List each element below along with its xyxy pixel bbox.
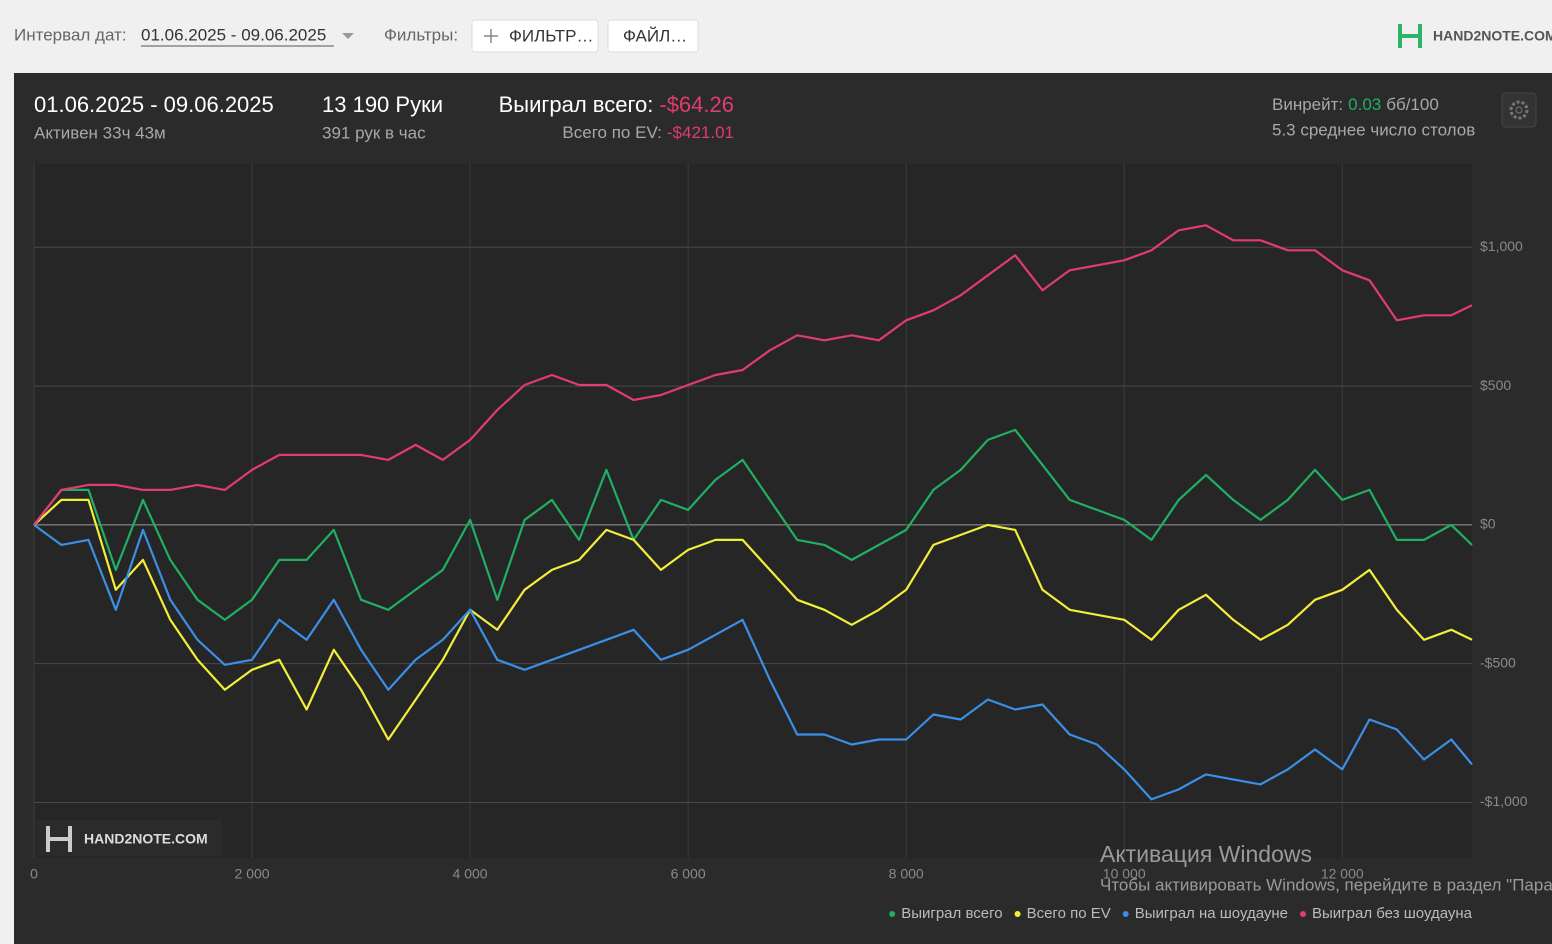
x-tick-label: 12 000 <box>1321 866 1364 882</box>
label: Выиграл всего: <box>499 92 654 117</box>
y-tick-label: $500 <box>1480 377 1511 393</box>
unit: бб/100 <box>1386 95 1439 114</box>
gear-icon <box>1509 100 1529 120</box>
series-line <box>33 224 1473 526</box>
won-total: Выиграл всего: -$64.26 <box>499 92 734 117</box>
legend-swatch <box>889 911 896 917</box>
plot-area <box>34 164 1472 858</box>
label: Всего по EV: <box>562 123 661 142</box>
value: -$421.01 <box>667 123 734 142</box>
legend-swatch <box>1300 911 1307 917</box>
legend-swatch <box>1014 911 1021 917</box>
filter-button[interactable] <box>471 19 599 53</box>
date-range-picker[interactable]: 01.06.2025 - 09.06.2025 <box>141 25 326 44</box>
file-button[interactable] <box>607 19 699 53</box>
hands-per-hour: 391 рук в час <box>322 123 426 142</box>
legend-label: Выиграл на шоудауне <box>1135 905 1288 922</box>
os-notice-text: Чтобы активировать Windows, перейдите в … <box>1100 875 1552 894</box>
summary-date: 01.06.2025 - 09.06.2025 <box>34 92 274 117</box>
date-label: Интервал дат: <box>14 25 127 44</box>
watermark: HAND2NOTE.COM <box>84 831 208 847</box>
label: Винрейт: <box>1272 95 1343 114</box>
x-tick-label: 2 000 <box>235 866 270 882</box>
series-line <box>33 498 1473 741</box>
settings-button[interactable] <box>1501 92 1537 128</box>
y-tick-label: -$1,000 <box>1480 793 1528 809</box>
os-notice-title: Активация Windows <box>1100 841 1312 867</box>
legend-label: Всего по EV <box>1027 905 1111 922</box>
logo: HAND2NOTE.COM <box>1433 28 1552 44</box>
file-button-text[interactable]: ФАЙЛ… <box>623 26 687 45</box>
plus-icon <box>484 29 498 43</box>
active-time: Активен 33ч 43м <box>34 123 166 142</box>
series-line <box>33 428 1473 621</box>
toolbar <box>0 0 1552 73</box>
y-tick-label: $0 <box>1480 516 1496 532</box>
value: 0.03 <box>1348 95 1381 114</box>
watermark-icon <box>46 826 72 852</box>
ev-total: Всего по EV: -$421.01 <box>562 123 734 142</box>
x-tick-label: 10 000 <box>1103 866 1146 882</box>
x-tick-label: 4 000 <box>453 866 488 882</box>
grid: -$1,000 -$500 $0 $500 $1,000 0 2 000 4 000 6 000… <box>30 164 1528 882</box>
winrate: Винрейт: 0.03 бб/100 <box>1272 95 1439 114</box>
avg-tables: 5.3 среднее число столов <box>1272 120 1475 139</box>
y-tick-label: -$500 <box>1480 654 1516 670</box>
logo-icon <box>1398 24 1422 48</box>
legend: Выиграл без шоудауна Выиграл на шоудауне В… <box>889 905 1473 922</box>
hands: 13 190 Руки <box>322 92 443 117</box>
lines <box>33 224 1473 801</box>
x-tick-label: 6 000 <box>671 866 706 882</box>
filters-label: Фильтры: <box>384 25 458 44</box>
series-line <box>33 524 1473 801</box>
legend-swatch <box>1122 911 1129 917</box>
legend-label: Выиграл без шоудауна <box>1312 905 1473 922</box>
dropdown-arrow[interactable] <box>342 33 354 39</box>
x-tick-label: 8 000 <box>889 866 924 882</box>
y-tick-label: $1,000 <box>1480 238 1523 254</box>
legend-label: Выиграл всего <box>901 905 1002 922</box>
filter-button-text[interactable]: ФИЛЬТР… <box>509 26 593 45</box>
value: -$64.26 <box>659 92 734 117</box>
gear-hole <box>1515 106 1523 114</box>
x-tick-label: 0 <box>30 866 38 882</box>
